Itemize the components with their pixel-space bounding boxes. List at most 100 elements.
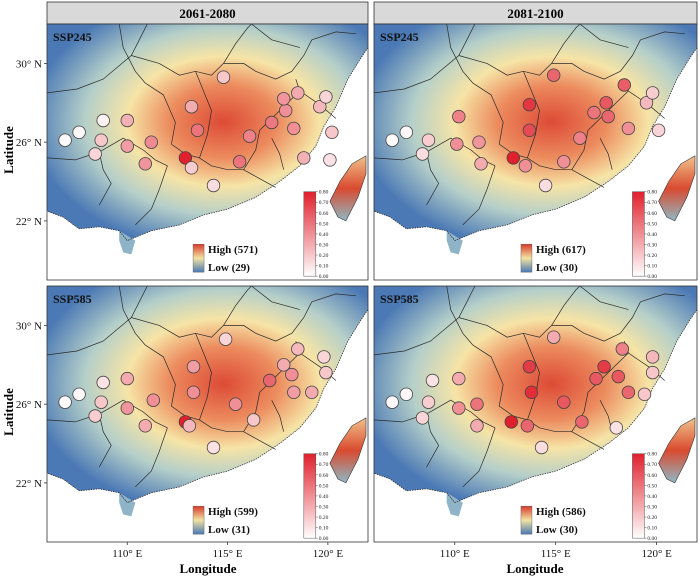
sample-point [96, 113, 110, 128]
sample-point [287, 385, 301, 400]
sample-point [639, 96, 654, 110]
province-boundary [118, 286, 146, 346]
province-boundary [446, 24, 474, 84]
sample-point [470, 397, 484, 411]
x-tick-label: 120° E [313, 548, 344, 560]
point-colorbar [632, 191, 645, 277]
sample-point [587, 105, 601, 120]
sample-point [94, 133, 108, 147]
sample-point [287, 121, 301, 136]
province-boundary [131, 317, 224, 338]
colorbar-tick-label: 0.10 [647, 526, 657, 532]
y-tick-label: 26° N [16, 399, 42, 411]
strip-2061-2080: 2061-2080 [46, 1, 369, 25]
x-tick-label: 110° E [112, 548, 142, 560]
point-colorbar [632, 453, 645, 539]
province-boundary [551, 301, 641, 342]
sample-point [186, 385, 201, 400]
colorbar-tick-label: 0.50 [319, 221, 329, 227]
panel-ssp245-2061-2080: SSP245 High (571) Low (29) 0.80 0.70 0.60 0.50… [16, 23, 369, 281]
map-layer [374, 24, 697, 280]
sample-point [277, 92, 291, 106]
sample-point [425, 373, 440, 388]
sample-point [621, 385, 636, 400]
raster-legend-low: Low (30) [536, 262, 578, 274]
y-tick-label: 30° N [16, 58, 42, 70]
y-tick-label: 22° N [16, 216, 42, 228]
x-tick-label: 110° E [440, 548, 470, 560]
sample-point [206, 440, 221, 455]
panel-border [373, 23, 698, 281]
panel-ssp585-2081-2100: SSP585 High (586) Low (30) 0.80 0.70 0.60 0.50… [373, 285, 698, 560]
sample-point [138, 157, 153, 171]
sample-point [645, 86, 660, 100]
sample-point [72, 125, 86, 140]
strip-label: 2081-2100 [507, 6, 563, 21]
province-boundary [551, 24, 581, 64]
colorbar-tick-label: 0.40 [319, 232, 329, 238]
sample-point [538, 178, 553, 193]
colorbar-tick-label: 0.20 [319, 253, 329, 259]
province-boundary [271, 138, 285, 170]
x-tick-label: 115° E [541, 548, 571, 560]
panel-ssp245-2081-2100: SSP245 High (617) Low (30) 0.80 0.70 0.60 0.50… [373, 23, 698, 281]
sample-point [178, 151, 193, 165]
sample-point [72, 387, 86, 402]
raster-legend-low: Low (30) [536, 524, 578, 536]
sample-point [645, 350, 660, 364]
sample-point [611, 369, 626, 384]
sample-point [291, 86, 305, 100]
colorbar-tick-label: 0.40 [647, 232, 657, 238]
colorbar-tick-label: 0.60 [647, 211, 657, 217]
sample-point [450, 137, 464, 151]
scenario-label: SSP585 [53, 292, 92, 306]
sample-point [317, 350, 331, 364]
sample-point [506, 151, 521, 165]
colorbar-tick-label: 0.30 [319, 504, 329, 510]
province-boundary [135, 427, 168, 488]
province-boundary [640, 31, 685, 41]
peninsula [446, 230, 463, 255]
sample-point [325, 125, 339, 140]
sample-point [601, 109, 615, 124]
panel-border [46, 23, 369, 281]
strip-2081-2100: 2081-2100 [373, 1, 698, 25]
panel-ssp585-2061-2080: SSP585 High (599) Low (31) 0.80 0.70 0.60 0.50… [16, 285, 369, 560]
province-boundary [551, 39, 641, 80]
province-boundary [374, 24, 476, 94]
sample-point [242, 129, 257, 143]
coastline [47, 47, 368, 242]
scenario-label: SSP585 [380, 292, 419, 306]
colorbar-tick-label: 0.10 [319, 264, 329, 270]
province-boundary [374, 286, 476, 356]
taiwan-island [658, 417, 696, 484]
province-boundary [223, 24, 252, 64]
province-boundary [223, 301, 313, 342]
sample-point [599, 96, 613, 110]
colorbar-tick-label: 0.00 [319, 274, 329, 280]
sample-point [597, 360, 611, 374]
colorbar-tick-label: 0.00 [319, 536, 329, 542]
sample-point [313, 99, 327, 114]
colorbar-tick-label: 0.40 [319, 494, 329, 500]
sample-point [285, 367, 299, 382]
sample-point [385, 395, 399, 409]
raster-legend-high: High (571) [208, 244, 258, 256]
raster-legend-bar [192, 243, 205, 273]
y-tick-label: 30° N [16, 320, 42, 332]
sample-point [184, 161, 199, 175]
province-boundary [47, 137, 168, 167]
sample-point [474, 157, 488, 171]
province-boundary [628, 352, 665, 381]
sample-point [323, 153, 337, 167]
sample-point [524, 385, 539, 400]
point-colorbar [303, 453, 317, 539]
x-tick-label: 115° E [213, 548, 243, 560]
sample-point [297, 151, 311, 165]
province-boundary [458, 55, 552, 76]
colorbar-tick-label: 0.60 [647, 473, 657, 479]
province-boundary [47, 24, 148, 94]
coastline [47, 309, 368, 504]
colorbar-tick-label: 0.20 [319, 515, 329, 521]
